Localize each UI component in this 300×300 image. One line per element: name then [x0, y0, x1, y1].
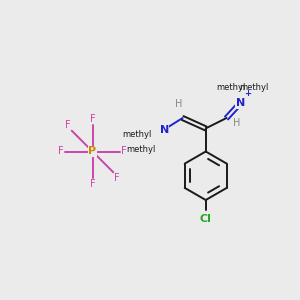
Text: F: F [122, 146, 127, 157]
Text: N: N [160, 124, 169, 135]
Text: methyl: methyl [216, 83, 245, 92]
Text: P: P [88, 146, 97, 157]
Text: H: H [233, 118, 240, 128]
Text: F: F [90, 114, 95, 124]
Text: methyl: methyl [239, 83, 268, 92]
Text: F: F [65, 120, 70, 130]
Text: methyl: methyl [122, 130, 152, 139]
Text: methyl: methyl [127, 145, 156, 154]
Text: F: F [58, 146, 64, 157]
Text: H: H [176, 99, 183, 109]
Text: N: N [236, 98, 245, 108]
Text: F: F [90, 179, 95, 189]
Text: F: F [115, 173, 120, 183]
Text: +: + [244, 89, 251, 98]
Text: Cl: Cl [200, 214, 212, 224]
